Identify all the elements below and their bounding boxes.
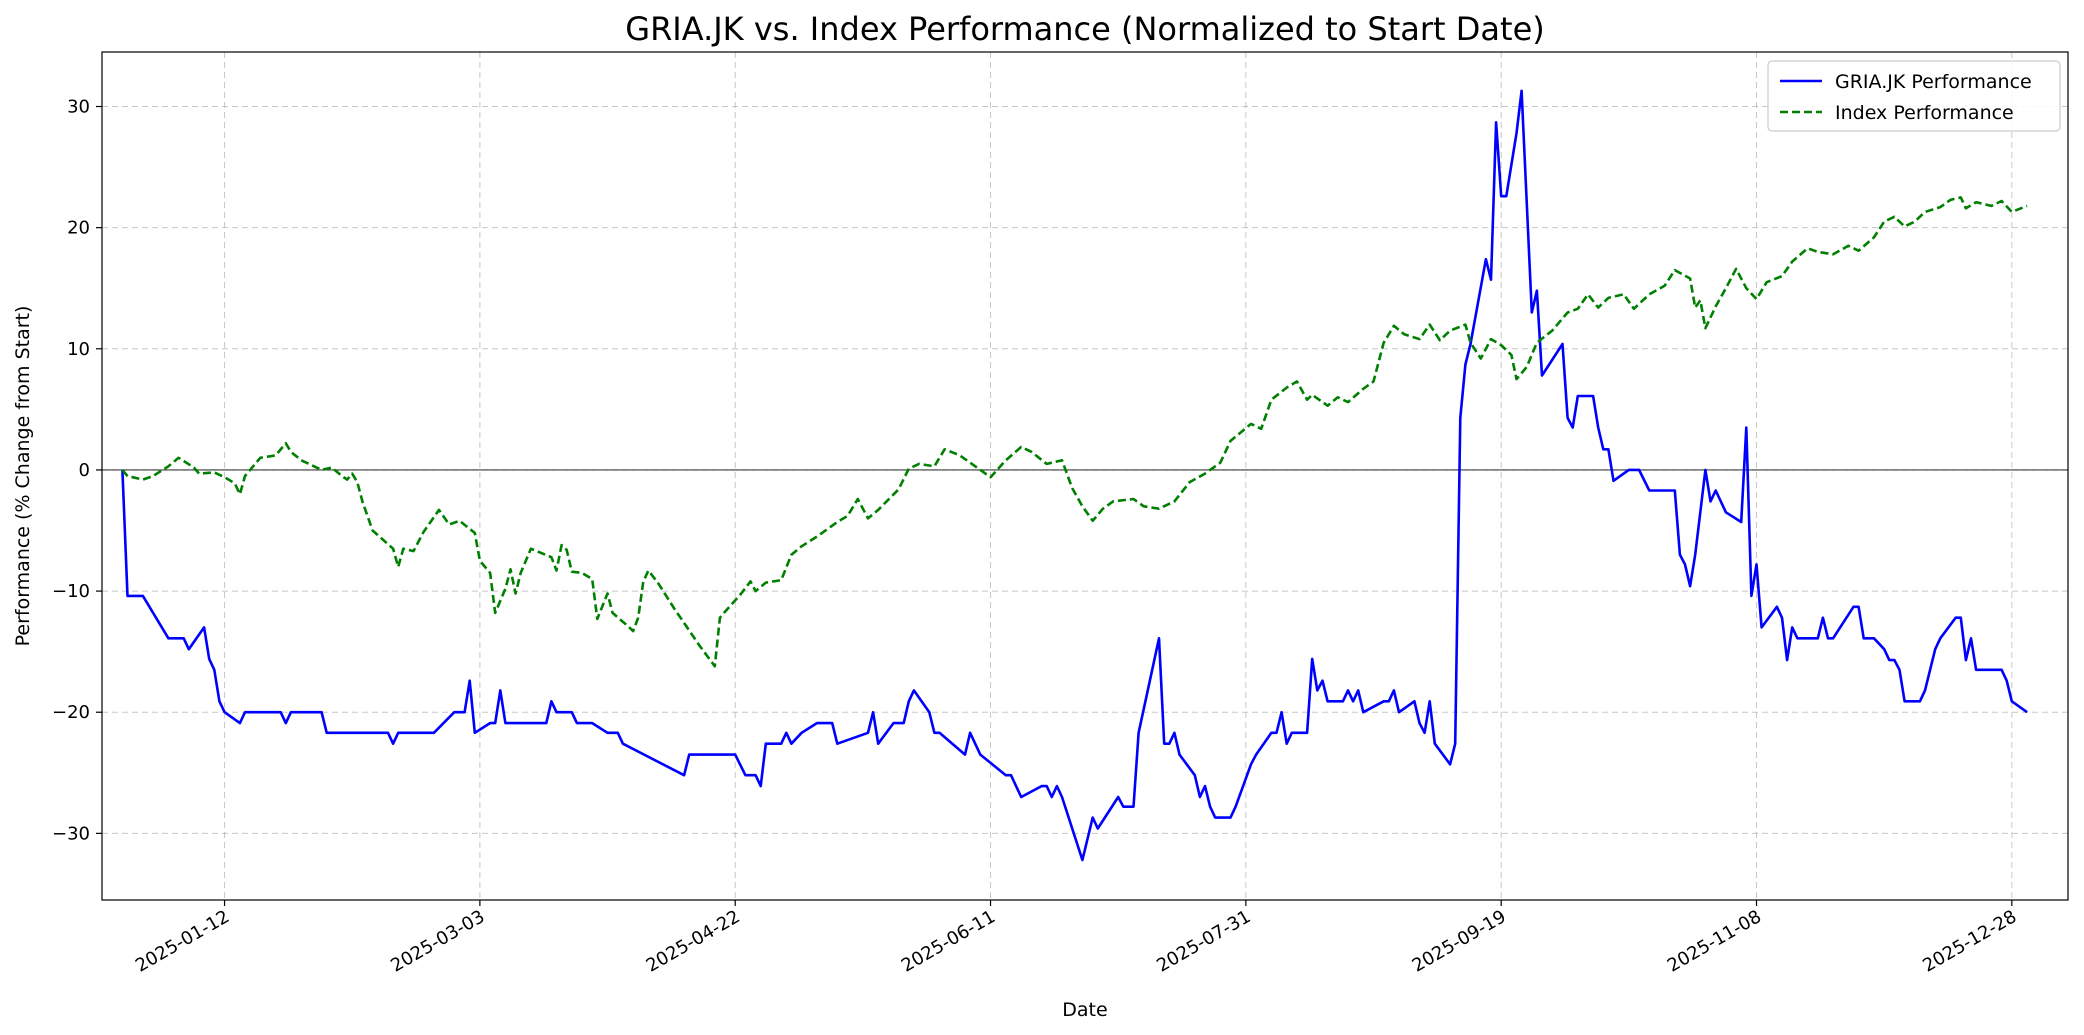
- y-tick-label: 0: [79, 460, 90, 481]
- y-tick-label: 10: [67, 339, 90, 360]
- series-lines: [121, 89, 2028, 862]
- series-line-gria: [121, 89, 2028, 862]
- plot-area-frame: [101, 51, 2069, 901]
- y-tick-label: 20: [67, 218, 90, 239]
- legend-box: [1767, 60, 2061, 132]
- x-axis-label: Date: [1062, 999, 1107, 1021]
- chart-title: GRIA.JK vs. Index Performance (Normalize…: [625, 10, 1544, 48]
- y-tick-label: −30: [52, 823, 90, 844]
- y-tick-label: −20: [52, 702, 90, 723]
- legend: GRIA.JK Performance Index Performance: [1767, 60, 2061, 132]
- y-tick-label: −10: [52, 581, 90, 602]
- legend-label-gria: GRIA.JK Performance: [1835, 71, 2032, 93]
- y-axis-ticks: −30 −20 −10 0 10 20 30: [52, 97, 102, 844]
- series-line-index: [121, 196, 2028, 668]
- y-axis-label: Performance (% Change from Start): [12, 306, 34, 647]
- legend-label-index: Index Performance: [1835, 102, 2014, 124]
- y-tick-label: 30: [67, 97, 90, 118]
